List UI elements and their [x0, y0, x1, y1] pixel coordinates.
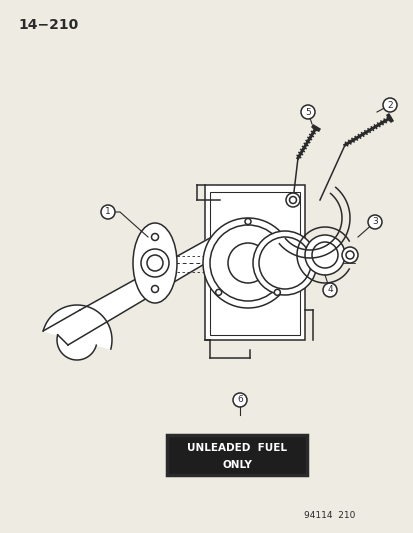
- Circle shape: [244, 219, 250, 224]
- Ellipse shape: [133, 223, 177, 303]
- Circle shape: [341, 247, 357, 263]
- Text: 94114  210: 94114 210: [304, 511, 355, 520]
- Circle shape: [141, 249, 169, 277]
- Circle shape: [367, 215, 381, 229]
- Circle shape: [147, 255, 163, 271]
- Circle shape: [300, 105, 314, 119]
- Text: 6: 6: [237, 395, 242, 405]
- Circle shape: [382, 98, 396, 112]
- Circle shape: [252, 231, 316, 295]
- Circle shape: [101, 205, 115, 219]
- Polygon shape: [43, 305, 112, 360]
- Circle shape: [202, 218, 292, 308]
- Polygon shape: [68, 228, 228, 345]
- Circle shape: [215, 289, 221, 295]
- Circle shape: [228, 243, 267, 283]
- Text: 1: 1: [105, 207, 111, 216]
- Text: ONLY: ONLY: [221, 460, 252, 470]
- Circle shape: [274, 289, 280, 295]
- Bar: [209, 192, 299, 335]
- Text: 4: 4: [326, 286, 332, 295]
- Circle shape: [233, 393, 247, 407]
- Circle shape: [289, 197, 296, 204]
- Circle shape: [285, 193, 299, 207]
- Bar: [204, 185, 304, 340]
- Circle shape: [151, 286, 158, 293]
- Circle shape: [345, 251, 353, 259]
- Text: 3: 3: [371, 217, 377, 227]
- Text: 5: 5: [304, 108, 310, 117]
- Circle shape: [322, 283, 336, 297]
- Text: 14−210: 14−210: [18, 18, 78, 32]
- Circle shape: [259, 237, 310, 289]
- Text: UNLEADED  FUEL: UNLEADED FUEL: [187, 443, 286, 453]
- Circle shape: [151, 233, 158, 240]
- Text: 2: 2: [386, 101, 392, 109]
- Circle shape: [209, 225, 285, 301]
- Circle shape: [304, 235, 344, 275]
- FancyBboxPatch shape: [166, 435, 306, 475]
- Circle shape: [311, 242, 337, 268]
